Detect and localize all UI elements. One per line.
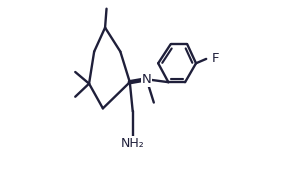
Text: NH₂: NH₂ [121,137,145,150]
Text: F: F [212,52,220,65]
Text: N: N [142,73,152,86]
